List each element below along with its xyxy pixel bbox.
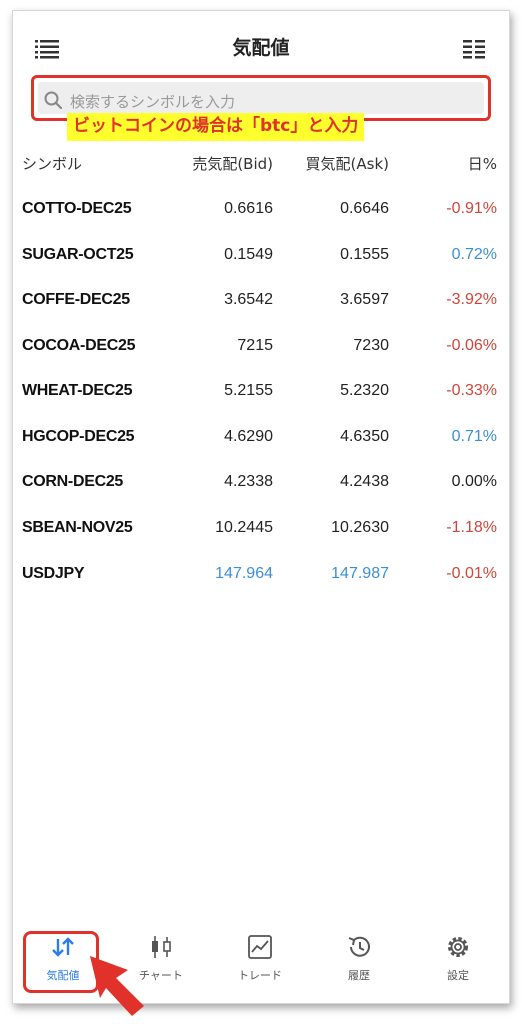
row-symbol: SUGAR-OCT25 [22, 246, 134, 263]
row-bid: 0.1549 [224, 246, 273, 263]
row-ask: 10.2630 [331, 519, 389, 536]
table-row[interactable]: HGCOP-DEC25 4.6290 4.6350 0.71% [13, 428, 509, 474]
columns-icon[interactable] [463, 39, 485, 59]
bottom-nav: 気配値 チャート トレード 履歴 [13, 917, 509, 1003]
table-row[interactable]: SBEAN-NOV25 10.2445 10.2630 -1.18% [13, 519, 509, 565]
table-row[interactable]: COFFE-DEC25 3.6542 3.6597 -3.92% [13, 291, 509, 337]
search-input[interactable]: 検索するシンボルを入力 [38, 82, 484, 114]
table-row[interactable]: WHEAT-DEC25 5.2155 5.2320 -0.33% [13, 382, 509, 428]
gear-icon [448, 937, 468, 957]
row-ask: 147.987 [331, 565, 389, 582]
row-symbol: SBEAN-NOV25 [22, 519, 133, 536]
row-change: -0.33% [446, 382, 497, 399]
row-bid: 4.6290 [224, 428, 273, 445]
list-icon[interactable] [35, 39, 59, 59]
nav-label-chart: チャート [139, 969, 183, 982]
row-change: 0.00% [451, 473, 497, 490]
row-symbol: COTTO-DEC25 [22, 200, 132, 217]
row-change: -1.18% [446, 519, 497, 536]
row-bid: 10.2445 [215, 519, 273, 536]
nav-item-chart[interactable]: チャート [121, 927, 201, 997]
row-change: 0.72% [451, 246, 497, 263]
table-row[interactable]: SUGAR-OCT25 0.1549 0.1555 0.72% [13, 246, 509, 292]
nav-label-settings: 設定 [447, 969, 469, 982]
table-row[interactable]: COTTO-DEC25 0.6616 0.6646 -0.91% [13, 200, 509, 246]
table-row[interactable]: CORN-DEC25 4.2338 4.2438 0.00% [13, 473, 509, 519]
row-bid: 0.6616 [224, 200, 273, 217]
column-header-bid[interactable]: 売気配(Bid) [192, 155, 273, 173]
column-header-symbol[interactable]: シンボル [22, 155, 83, 173]
candlestick-icon [152, 936, 171, 958]
row-change: 0.71% [451, 428, 497, 445]
row-change: -3.92% [446, 291, 497, 308]
row-change: -0.91% [446, 200, 497, 217]
row-ask: 4.6350 [340, 428, 389, 445]
table-row[interactable]: USDJPY 147.964 147.987 -0.01% [13, 565, 509, 611]
table-row[interactable]: COCOA-DEC25 7215 7230 -0.06% [13, 337, 509, 383]
row-ask: 0.1555 [340, 246, 389, 263]
column-header-ask[interactable]: 買気配(Ask) [305, 155, 389, 173]
annotation-label: ビットコインの場合は「btc」と入力 [67, 113, 365, 141]
row-symbol: USDJPY [22, 565, 85, 582]
row-bid: 5.2155 [224, 382, 273, 399]
row-symbol: WHEAT-DEC25 [22, 382, 133, 399]
row-ask: 3.6597 [340, 291, 389, 308]
row-symbol: HGCOP-DEC25 [22, 428, 135, 445]
row-symbol: COFFE-DEC25 [22, 291, 130, 308]
header: 気配値 [13, 11, 509, 81]
search-icon [44, 91, 62, 109]
row-bid: 3.6542 [224, 291, 273, 308]
nav-item-history[interactable]: 履歴 [319, 927, 399, 997]
row-ask: 0.6646 [340, 200, 389, 217]
search-placeholder: 検索するシンボルを入力 [70, 93, 236, 111]
column-header-change[interactable]: 日% [467, 155, 497, 173]
row-bid: 147.964 [215, 565, 273, 582]
page-title: 気配値 [232, 37, 290, 59]
app-frame: 気配値 検索するシンボルを入力 ビットコインの場合は「btc」と入力 シンボル … [12, 10, 510, 1004]
row-change: -0.01% [446, 565, 497, 582]
row-bid: 7215 [237, 337, 273, 354]
trade-chart-icon [248, 935, 272, 959]
quotes-arrows-icon [52, 937, 74, 957]
row-bid: 4.2338 [224, 473, 273, 490]
nav-item-quotes[interactable]: 気配値 [23, 927, 103, 997]
row-change: -0.06% [446, 337, 497, 354]
row-symbol: CORN-DEC25 [22, 473, 124, 490]
row-ask: 4.2438 [340, 473, 389, 490]
row-symbol: COCOA-DEC25 [22, 337, 136, 354]
nav-item-settings[interactable]: 設定 [418, 927, 498, 997]
nav-label-trade: トレード [238, 969, 282, 982]
nav-label-quotes: 気配値 [46, 969, 80, 982]
nav-item-trade[interactable]: トレード [220, 927, 300, 997]
row-ask: 7230 [353, 337, 389, 354]
nav-label-history: 履歴 [348, 969, 370, 982]
pointer-arrow-icon [90, 956, 144, 1016]
row-ask: 5.2320 [340, 382, 389, 399]
history-icon [348, 936, 370, 957]
